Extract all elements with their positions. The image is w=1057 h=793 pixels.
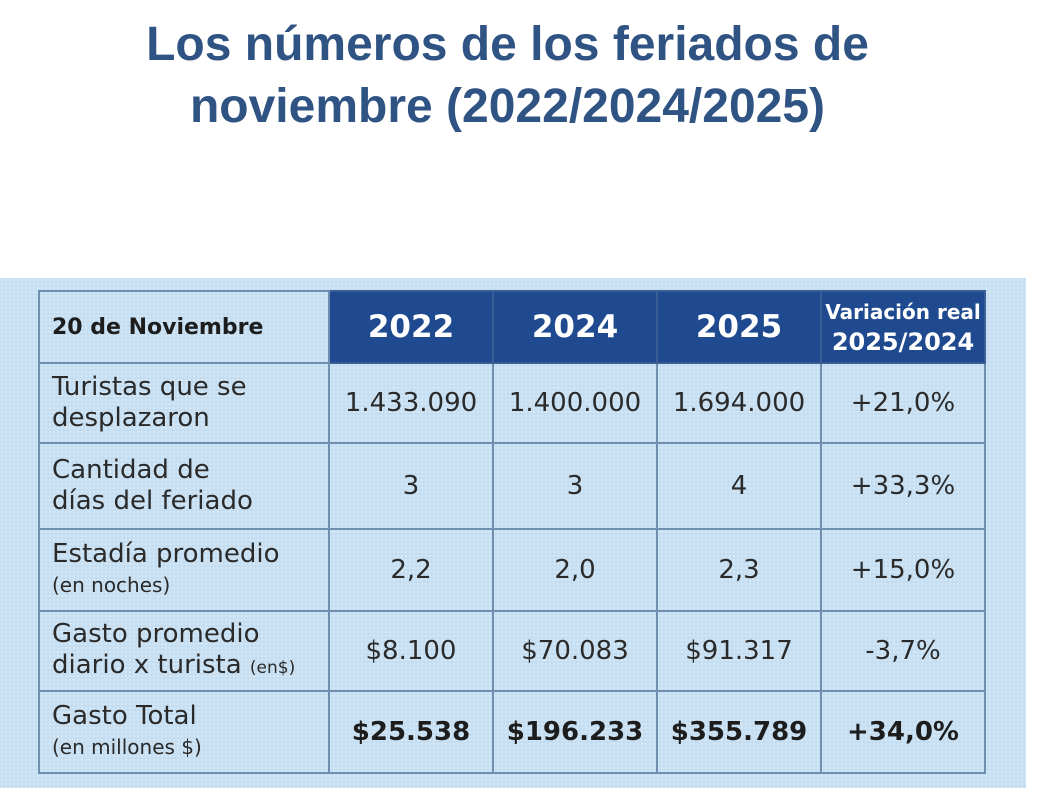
holiday-stats-table: 20 de Noviembre 2022 2024 2025 Variación… <box>38 290 986 774</box>
row-label-line-2-wrapper: diario x turista (en$) <box>52 650 328 684</box>
column-header-2022: 2022 <box>328 290 494 364</box>
cell-2024: 3 <box>492 442 658 530</box>
row-label: Cantidad de días del feriado <box>38 442 330 530</box>
cell-variation: +33,3% <box>820 442 986 530</box>
table-row: Cantidad de días del feriado 3 3 4 +33,3… <box>38 442 986 530</box>
table-panel: 20 de Noviembre 2022 2024 2025 Variación… <box>0 278 1026 788</box>
table-row: Gasto Total (en millones $) $25.538 $196… <box>38 690 986 774</box>
cell-2025: 4 <box>656 442 822 530</box>
row-label-line-2: desplazaron <box>52 403 210 433</box>
variation-header-line-2: 2025/2024 <box>831 328 975 356</box>
table-row: Turistas que se desplazaron 1.433.090 1.… <box>38 362 986 444</box>
row-label-line-1: Gasto Total <box>52 701 197 731</box>
cell-2025: 1.694.000 <box>656 362 822 444</box>
row-label-note: (en$) <box>249 657 296 678</box>
page-title-line-1: Los números de los feriados de <box>146 18 869 71</box>
cell-2024: 2,0 <box>492 528 658 612</box>
table-row: Gasto promedio diario x turista (en$) $8… <box>38 610 986 692</box>
cell-2024: $70.083 <box>492 610 658 692</box>
cell-2022: 3 <box>328 442 494 530</box>
row-label-line-1: Turistas que se <box>52 372 247 402</box>
cell-2022: $8.100 <box>328 610 494 692</box>
cell-2025: $355.789 <box>656 690 822 774</box>
row-label: Gasto Total (en millones $) <box>38 690 330 774</box>
row-label-line-1: Gasto promedio <box>52 618 260 649</box>
cell-variation: -3,7% <box>820 610 986 692</box>
row-label-line-1: Cantidad de <box>52 455 210 485</box>
cell-2024: 1.400.000 <box>492 362 658 444</box>
row-label-line-2: (en millones $) <box>52 735 202 759</box>
cell-2025: $91.317 <box>656 610 822 692</box>
page-title: Los números de los feriados de noviembre… <box>0 14 1015 138</box>
cell-2022: 2,2 <box>328 528 494 612</box>
cell-2025: 2,3 <box>656 528 822 612</box>
column-header-2025: 2025 <box>656 290 822 364</box>
column-header-2024: 2024 <box>492 290 658 364</box>
cell-2022: 1.433.090 <box>328 362 494 444</box>
cell-variation: +15,0% <box>820 528 986 612</box>
row-label: Estadía promedio (en noches) <box>38 528 330 612</box>
row-label-line-1: Estadía promedio <box>52 539 280 569</box>
table-row: Estadía promedio (en noches) 2,2 2,0 2,3… <box>38 528 986 612</box>
row-label-line-2: diario x turista <box>52 649 242 680</box>
row-label-line-2: (en noches) <box>52 573 171 597</box>
cell-2024: $196.233 <box>492 690 658 774</box>
table-header-row: 20 de Noviembre 2022 2024 2025 Variación… <box>38 290 986 364</box>
row-label: Turistas que se desplazaron <box>38 362 330 444</box>
column-header-variation: Variación real 2025/2024 <box>820 290 986 364</box>
cell-2022: $25.538 <box>328 690 494 774</box>
cell-variation: +34,0% <box>820 690 986 774</box>
variation-header-line-1: Variación real <box>825 300 981 324</box>
row-label: Gasto promedio diario x turista (en$) <box>38 610 330 692</box>
cell-variation: +21,0% <box>820 362 986 444</box>
table-corner-label: 20 de Noviembre <box>38 290 330 364</box>
page-title-line-2: noviembre (2022/2024/2025) <box>189 80 826 133</box>
row-label-line-2: días del feriado <box>52 486 253 516</box>
